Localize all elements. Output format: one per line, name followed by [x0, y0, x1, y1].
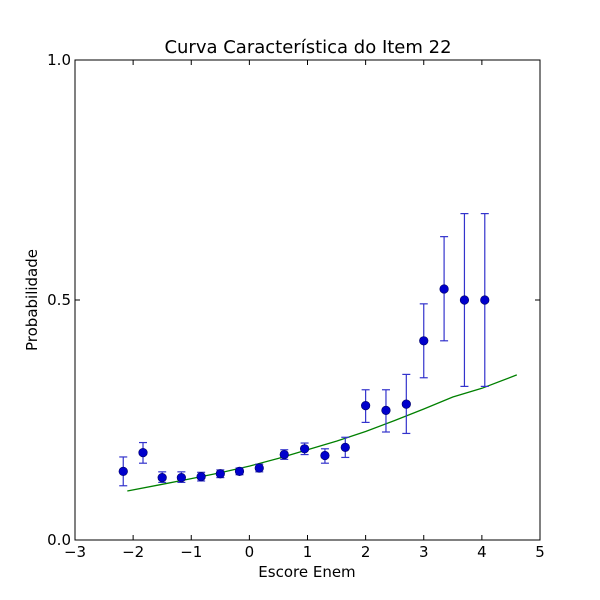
fit-curve-layer — [127, 374, 518, 492]
data-point — [361, 401, 371, 411]
y-axis-ticks: 0.0 0.5 1.0 — [47, 51, 540, 549]
x-tick-label: −1 — [180, 543, 202, 561]
data-point — [320, 450, 330, 461]
data-point — [279, 449, 289, 460]
data-point — [138, 448, 148, 458]
y-tick-label: 0.0 — [47, 531, 71, 549]
data-point — [480, 295, 490, 305]
y-axis-label: Probabilidade — [23, 249, 41, 351]
x-tick-label: 4 — [477, 543, 487, 561]
chart-title: Curva Característica do Item 22 — [164, 37, 451, 58]
plot-area — [75, 60, 540, 540]
fit-curve — [127, 374, 518, 492]
data-point — [401, 399, 411, 409]
x-axis-label: Escore Enem — [258, 563, 355, 581]
data-point — [340, 442, 350, 452]
x-tick-label: 3 — [419, 543, 429, 561]
data-point — [196, 472, 206, 482]
data-point — [419, 336, 429, 346]
data-point — [215, 469, 225, 479]
data-point — [176, 473, 186, 483]
data-point — [234, 466, 245, 476]
x-tick-label: 5 — [535, 543, 545, 561]
x-axis-ticks: −3 −2 −1 0 1 2 3 4 5 — [64, 60, 545, 561]
data-point — [254, 463, 264, 473]
x-tick-label: 2 — [361, 543, 371, 561]
data-point — [299, 444, 310, 454]
data-point — [118, 466, 128, 476]
x-tick-label: 1 — [303, 543, 313, 561]
y-tick-label: 1.0 — [47, 51, 71, 69]
data-point — [459, 295, 470, 305]
data-point — [157, 473, 167, 483]
point-layer — [118, 284, 490, 483]
x-tick-label: −3 — [64, 543, 86, 561]
data-point — [381, 405, 391, 416]
data-point — [439, 284, 449, 294]
y-tick-label: 0.5 — [47, 291, 71, 309]
x-tick-label: −2 — [122, 543, 144, 561]
x-tick-label: 0 — [245, 543, 255, 561]
